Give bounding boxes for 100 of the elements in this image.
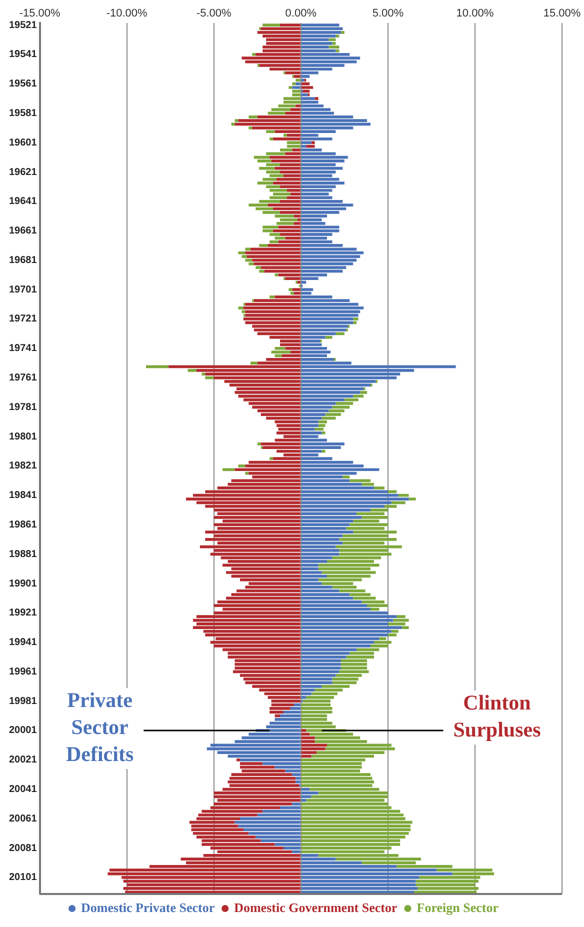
bar bbox=[252, 406, 300, 409]
bar bbox=[206, 747, 300, 750]
bar bbox=[270, 707, 290, 710]
bar bbox=[336, 34, 340, 38]
bar bbox=[301, 160, 344, 162]
bar bbox=[301, 413, 326, 416]
bar bbox=[301, 842, 400, 846]
bar bbox=[268, 204, 300, 207]
bar bbox=[301, 188, 332, 192]
bar bbox=[271, 700, 300, 703]
bar bbox=[328, 46, 340, 49]
annotation: Clinton Surpluses bbox=[453, 690, 541, 742]
bar bbox=[301, 824, 411, 828]
bar bbox=[301, 552, 340, 556]
bar bbox=[296, 82, 300, 86]
legend-label: Domestic Private Sector bbox=[81, 900, 215, 915]
bar bbox=[325, 413, 341, 416]
bar bbox=[301, 729, 306, 732]
bar bbox=[296, 776, 300, 780]
bar bbox=[301, 108, 330, 111]
bar bbox=[301, 30, 341, 34]
bar bbox=[306, 144, 315, 148]
bar bbox=[234, 662, 300, 666]
y-tick-label: 19961 bbox=[8, 666, 38, 678]
x-tick-label: 15.00% bbox=[543, 8, 581, 20]
bar bbox=[270, 457, 274, 460]
bar bbox=[353, 318, 358, 320]
x-tick-label: -15.00% bbox=[19, 8, 61, 20]
bar bbox=[238, 824, 300, 828]
bar bbox=[301, 792, 318, 794]
bar bbox=[245, 248, 250, 251]
bar bbox=[301, 832, 409, 835]
bar bbox=[301, 567, 318, 570]
bar bbox=[262, 46, 300, 49]
y-tick-label: 19581 bbox=[8, 108, 38, 119]
x-tick-label: 5.00% bbox=[372, 8, 404, 20]
bar bbox=[388, 490, 397, 494]
bar bbox=[301, 802, 388, 806]
bar bbox=[302, 700, 330, 703]
x-tick-label: -5.00% bbox=[196, 8, 232, 20]
bar bbox=[259, 244, 268, 247]
bar bbox=[236, 758, 240, 762]
bar bbox=[301, 656, 346, 658]
bar bbox=[226, 571, 300, 574]
bar bbox=[292, 82, 296, 86]
y-tick-label: 19561 bbox=[8, 78, 38, 90]
bar bbox=[271, 160, 300, 162]
bar bbox=[257, 30, 300, 34]
bar bbox=[123, 880, 300, 883]
bar bbox=[301, 710, 332, 714]
bar bbox=[274, 273, 278, 276]
bar bbox=[301, 836, 406, 838]
bar bbox=[292, 86, 300, 89]
bar bbox=[388, 622, 406, 626]
bar bbox=[186, 498, 300, 500]
y-tick-label: 19541 bbox=[8, 49, 38, 60]
bar bbox=[301, 226, 340, 229]
y-tick-label: 19881 bbox=[8, 548, 38, 560]
y-tick-label: 19861 bbox=[8, 519, 38, 530]
bar bbox=[284, 710, 300, 714]
bar bbox=[301, 678, 332, 680]
y-tick-label: 19641 bbox=[8, 196, 38, 208]
bar bbox=[301, 498, 409, 500]
bar bbox=[301, 82, 310, 86]
bar bbox=[288, 86, 292, 89]
bar bbox=[388, 634, 397, 636]
bar bbox=[228, 656, 300, 658]
bar bbox=[336, 332, 344, 336]
y-tick-label: 19621 bbox=[8, 166, 38, 178]
bar bbox=[296, 780, 300, 784]
bar bbox=[301, 814, 404, 816]
bar bbox=[238, 394, 300, 398]
bar bbox=[301, 86, 314, 89]
bar bbox=[270, 296, 275, 298]
x-tick-label: 10.00% bbox=[456, 8, 494, 20]
bar bbox=[301, 662, 341, 666]
annotation: Private Sector Deficits bbox=[66, 688, 134, 766]
bar bbox=[301, 666, 341, 670]
bar bbox=[243, 306, 300, 310]
bar bbox=[398, 494, 409, 497]
y-tick-label: 19781 bbox=[8, 402, 38, 413]
bar bbox=[301, 634, 388, 636]
bar bbox=[301, 288, 314, 292]
bar bbox=[243, 678, 300, 680]
bar bbox=[248, 115, 258, 118]
bar bbox=[301, 516, 362, 519]
bar bbox=[302, 90, 310, 93]
bar bbox=[301, 773, 371, 776]
bar bbox=[273, 182, 300, 184]
bar bbox=[271, 350, 290, 354]
bar bbox=[260, 442, 300, 446]
bar bbox=[340, 662, 368, 666]
bar bbox=[301, 615, 397, 618]
bar bbox=[222, 564, 300, 567]
bar bbox=[214, 516, 300, 519]
bar bbox=[301, 204, 354, 207]
bar bbox=[109, 868, 300, 872]
bar bbox=[318, 564, 380, 567]
y-tick-label: 19661 bbox=[8, 226, 38, 237]
bar bbox=[284, 97, 300, 100]
